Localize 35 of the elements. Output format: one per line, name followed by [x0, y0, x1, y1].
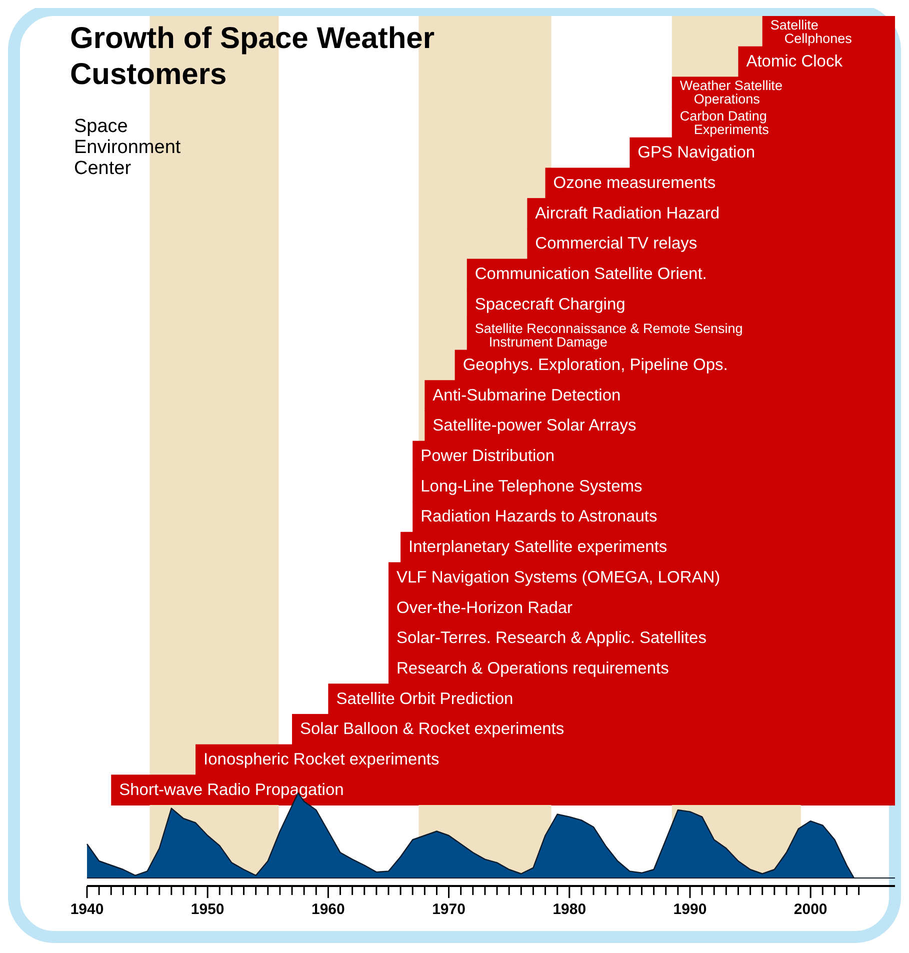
category-label: VLF Navigation Systems (OMEGA, LORAN) — [396, 568, 720, 586]
category-label: Satellite Orbit Prediction — [336, 690, 514, 708]
category-label: Interplanetary Satellite experiments — [408, 538, 668, 556]
category-label: Weather Satellite Operations — [680, 78, 782, 106]
category-label: Atomic Clock — [746, 52, 843, 71]
category-label: Communication Satellite Orient. — [474, 264, 707, 283]
category-label: Ozone measurements — [553, 174, 716, 192]
category-label: Satellite Reconnaissance & Remote Sensing Instrument Damage — [474, 320, 743, 349]
category-label: Ionospheric Rocket experiments — [204, 750, 440, 768]
category-label: Power Distribution — [420, 447, 555, 466]
x-tick-label: 2000 — [794, 901, 828, 918]
category-label: Satellite Cellphones — [770, 16, 852, 46]
x-tick-label: 1990 — [673, 901, 707, 918]
category-label: Long-Line Telephone Systems — [420, 477, 642, 496]
category-label: Satellite-power Solar Arrays — [432, 416, 636, 435]
category-label: Spacecraft Charging — [474, 295, 626, 314]
category-label: Over-the-Horizon Radar — [396, 598, 573, 617]
x-tick-label: 1980 — [552, 901, 586, 918]
category-label: Anti-Submarine Detection — [432, 386, 621, 404]
category-label: GPS Navigation — [638, 144, 756, 162]
text: Space Environment Center — [74, 116, 182, 179]
category-label: Commercial TV relays — [535, 234, 698, 253]
x-tick-label: 1950 — [190, 901, 224, 918]
x-tick-label: 1960 — [312, 901, 345, 918]
category-label: Radiation Hazards to Astronauts — [420, 508, 658, 526]
text: Growth of Space Weather Customers — [70, 22, 435, 91]
category-label: Short-wave Radio Propagation — [119, 780, 344, 799]
x-tick-label: 1970 — [432, 901, 466, 918]
category-label: Aircraft Radiation Hazard — [535, 204, 720, 222]
x-tick-label: 1940 — [70, 901, 104, 918]
category-label: Carbon Dating Experiments — [680, 108, 769, 136]
category-label: Geophys. Exploration, Pipeline Ops. — [462, 356, 728, 374]
category-label: Research & Operations requirements — [396, 659, 669, 678]
category-label: Solar Balloon & Rocket experiments — [300, 720, 564, 738]
category-label: Solar-Terres. Research & Applic. Satellites — [396, 629, 706, 648]
